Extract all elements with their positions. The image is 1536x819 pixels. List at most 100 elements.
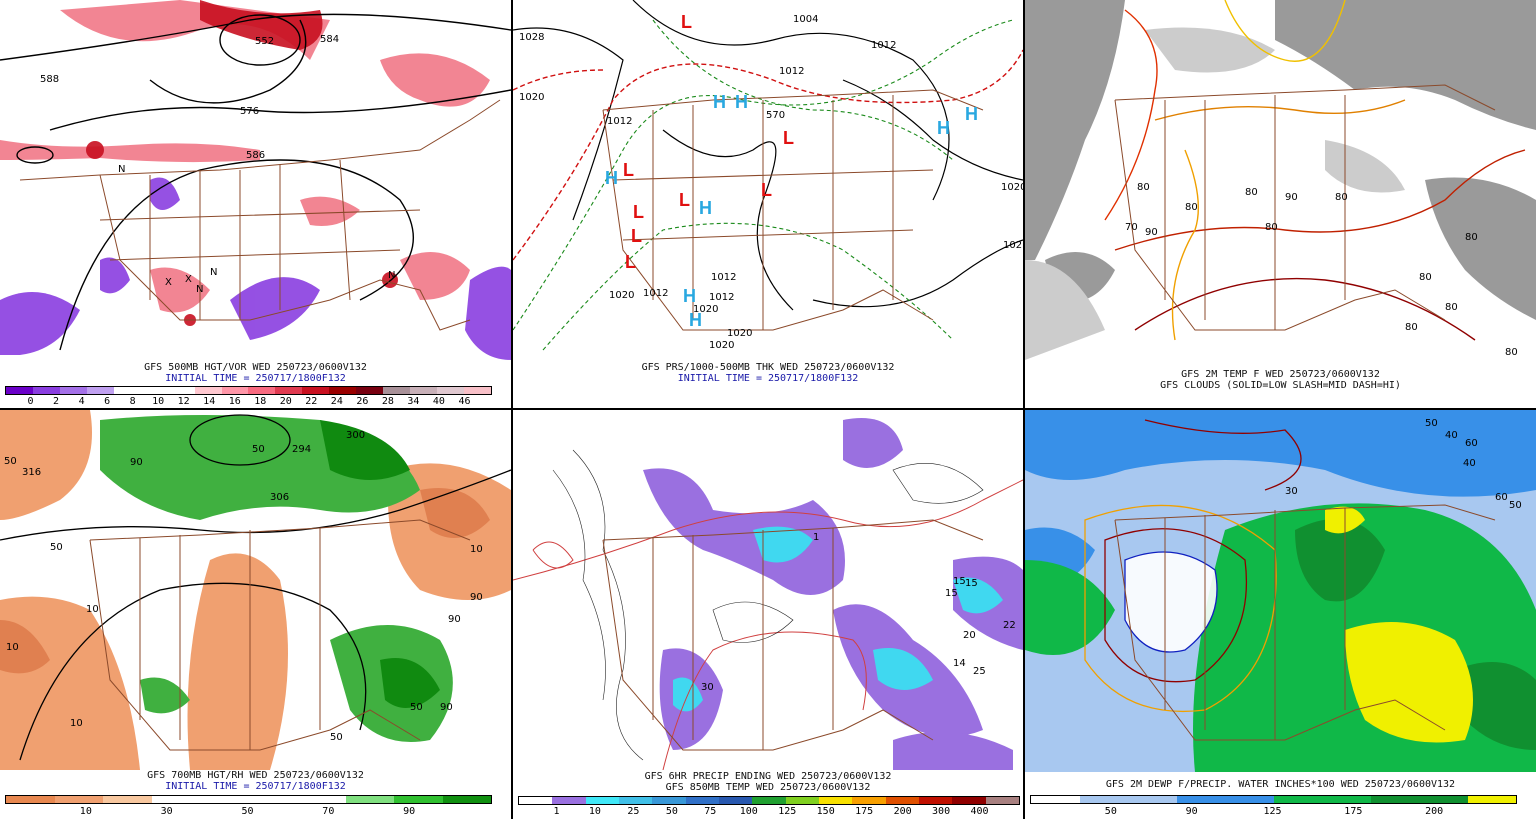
- contour-label: 102: [1003, 240, 1022, 251]
- colorbar-tick-label: 26: [356, 396, 369, 407]
- colorbar-swatch: [585, 797, 619, 804]
- high-pressure-marker: H: [937, 118, 950, 138]
- temperature-clouds-map: 80 80 90 80 80 80 80 80 70 90 80 80 80: [1025, 0, 1536, 362]
- panel-6hr-precip-850mb: 15 20 22 14 25 15 15 30 1 GFS 6HR PRECIP ENDING …: [513, 410, 1023, 819]
- contour-label: N: [196, 284, 203, 295]
- rh-colorbar-ticks: 10 30 50 70 90: [5, 806, 490, 817]
- colorbar-swatch: [1273, 796, 1322, 803]
- colorbar-tick-label: 100: [739, 806, 758, 817]
- contour-label: 30: [1285, 486, 1298, 497]
- colorbar-swatch: [818, 797, 853, 804]
- colorbar-tick-label: 10: [588, 806, 601, 817]
- colorbar-tick-label: 10: [152, 396, 165, 407]
- colorbar-tick-label: 14: [203, 396, 216, 407]
- colorbar-tick-label: 125: [778, 806, 797, 817]
- contour-label: 316: [22, 467, 41, 478]
- contour-label: 80: [1505, 347, 1518, 358]
- vorticity-colorbar: [5, 386, 492, 395]
- colorbar-tick-label: 50: [665, 806, 678, 817]
- colorbar-tick-label: 75: [704, 806, 717, 817]
- colorbar-swatch: [1176, 796, 1225, 803]
- precip-colorbar-ticks: 1 10 25 50 75 100 125 150 175 200 300 400: [518, 806, 1018, 817]
- colorbar-tick-label: 12: [177, 396, 190, 407]
- colorbar-swatch: [918, 797, 953, 804]
- colorbar-tick-label: 200: [893, 806, 912, 817]
- colorbar-swatch: [394, 796, 443, 803]
- contour-label: 1020: [727, 328, 752, 339]
- high-pressure-marker: H: [713, 92, 726, 112]
- contour-label: 80: [1465, 232, 1478, 243]
- colorbar-tick-label: 90: [403, 806, 416, 817]
- contour-label: 1012: [643, 288, 668, 299]
- high-pressure-marker: H: [605, 168, 618, 188]
- colorbar-swatch: [302, 387, 330, 394]
- contour-label: 1020: [1001, 182, 1023, 193]
- contour-label: 1012: [871, 40, 896, 51]
- colorbar-tick-label: 50: [241, 806, 254, 817]
- colorbar-tick-label: 0: [27, 396, 34, 407]
- contour-label: 1012: [709, 292, 734, 303]
- contour-label: 10: [470, 544, 483, 555]
- high-pressure-marker: H: [683, 286, 696, 306]
- colorbar-swatch: [1031, 796, 1080, 803]
- colorbar-swatch: [1128, 796, 1177, 803]
- contour-label: 40: [1463, 458, 1476, 469]
- contour-label: 1012: [607, 116, 632, 127]
- colorbar-swatch: [1467, 796, 1516, 803]
- panel-subtitle: GFS 850MB TEMP WED 250723/0600V132: [665, 782, 871, 793]
- colorbar-swatch: [1370, 796, 1419, 803]
- contour-label: 80: [1265, 222, 1278, 233]
- colorbar-swatch: [718, 797, 753, 804]
- contour-label: 80: [1445, 302, 1458, 313]
- contour-label: 300: [346, 430, 365, 441]
- panel-title: GFS PRS/1000-500MB THK WED 250723/0600V1…: [641, 362, 895, 373]
- colorbar-tick-label: 300: [932, 806, 951, 817]
- colorbar-tick-label: 4: [78, 396, 85, 407]
- colorbar-swatch: [437, 387, 464, 394]
- contour-label: 40: [1445, 430, 1458, 441]
- contour-label: 1012: [779, 66, 804, 77]
- colorbar-tick-label: 2: [53, 396, 60, 407]
- contour-label: 1020: [519, 92, 544, 103]
- colorbar-swatch: [86, 387, 114, 394]
- colorbar-tick-label: 25: [627, 806, 640, 817]
- colorbar-swatch: [275, 387, 303, 394]
- colorbar-tick-label: 200: [1425, 806, 1444, 817]
- colorbar-swatch: [552, 797, 586, 804]
- colorbar-swatch: [852, 797, 886, 804]
- contour-label: 10: [70, 718, 83, 729]
- high-pressure-marker: H: [689, 310, 702, 330]
- contour-label: 294: [292, 444, 311, 455]
- colorbar-tick-label: 125: [1263, 806, 1282, 817]
- contour-label: 306: [270, 492, 289, 503]
- colorbar-swatch: [652, 797, 686, 804]
- colorbar-swatch: [356, 387, 384, 394]
- contour-label: 50: [1509, 500, 1522, 511]
- colorbar-swatch: [885, 797, 919, 804]
- colorbar-swatch: [442, 796, 491, 803]
- contour-label: 50: [330, 732, 343, 743]
- colorbar-swatch: [59, 387, 87, 394]
- panel-500mb-vorticity: 588 552 584 576 586 N N X X N N GFS 500MB HGT/VOR …: [0, 0, 511, 408]
- contour-label: 90: [1285, 192, 1298, 203]
- panel-title: GFS 6HR PRECIP ENDING WED 250723/0600V13…: [644, 771, 892, 782]
- colorbar-swatch: [221, 387, 249, 394]
- low-pressure-marker: L: [679, 190, 690, 210]
- contour-label: 80: [1405, 322, 1418, 333]
- colorbar-swatch: [200, 796, 249, 803]
- colorbar-swatch: [685, 797, 719, 804]
- contour-label: 90: [440, 702, 453, 713]
- colorbar-swatch: [297, 796, 346, 803]
- colorbar-tick-label: 20: [279, 396, 292, 407]
- contour-label: 22: [1003, 620, 1016, 631]
- colorbar-tick-label: 22: [305, 396, 318, 407]
- colorbar-swatch: [1322, 796, 1371, 803]
- contour-label: 50: [252, 444, 265, 455]
- contour-label: 584: [320, 34, 339, 45]
- colorbar-tick-label: 46: [458, 396, 471, 407]
- contour-label: 1: [813, 532, 819, 543]
- colorbar-swatch: [1419, 796, 1468, 803]
- contour-label: 80: [1185, 202, 1198, 213]
- panel-subtitle: INITIAL TIME = 250717/1800F132: [677, 373, 859, 384]
- contour-label: 50: [1425, 418, 1438, 429]
